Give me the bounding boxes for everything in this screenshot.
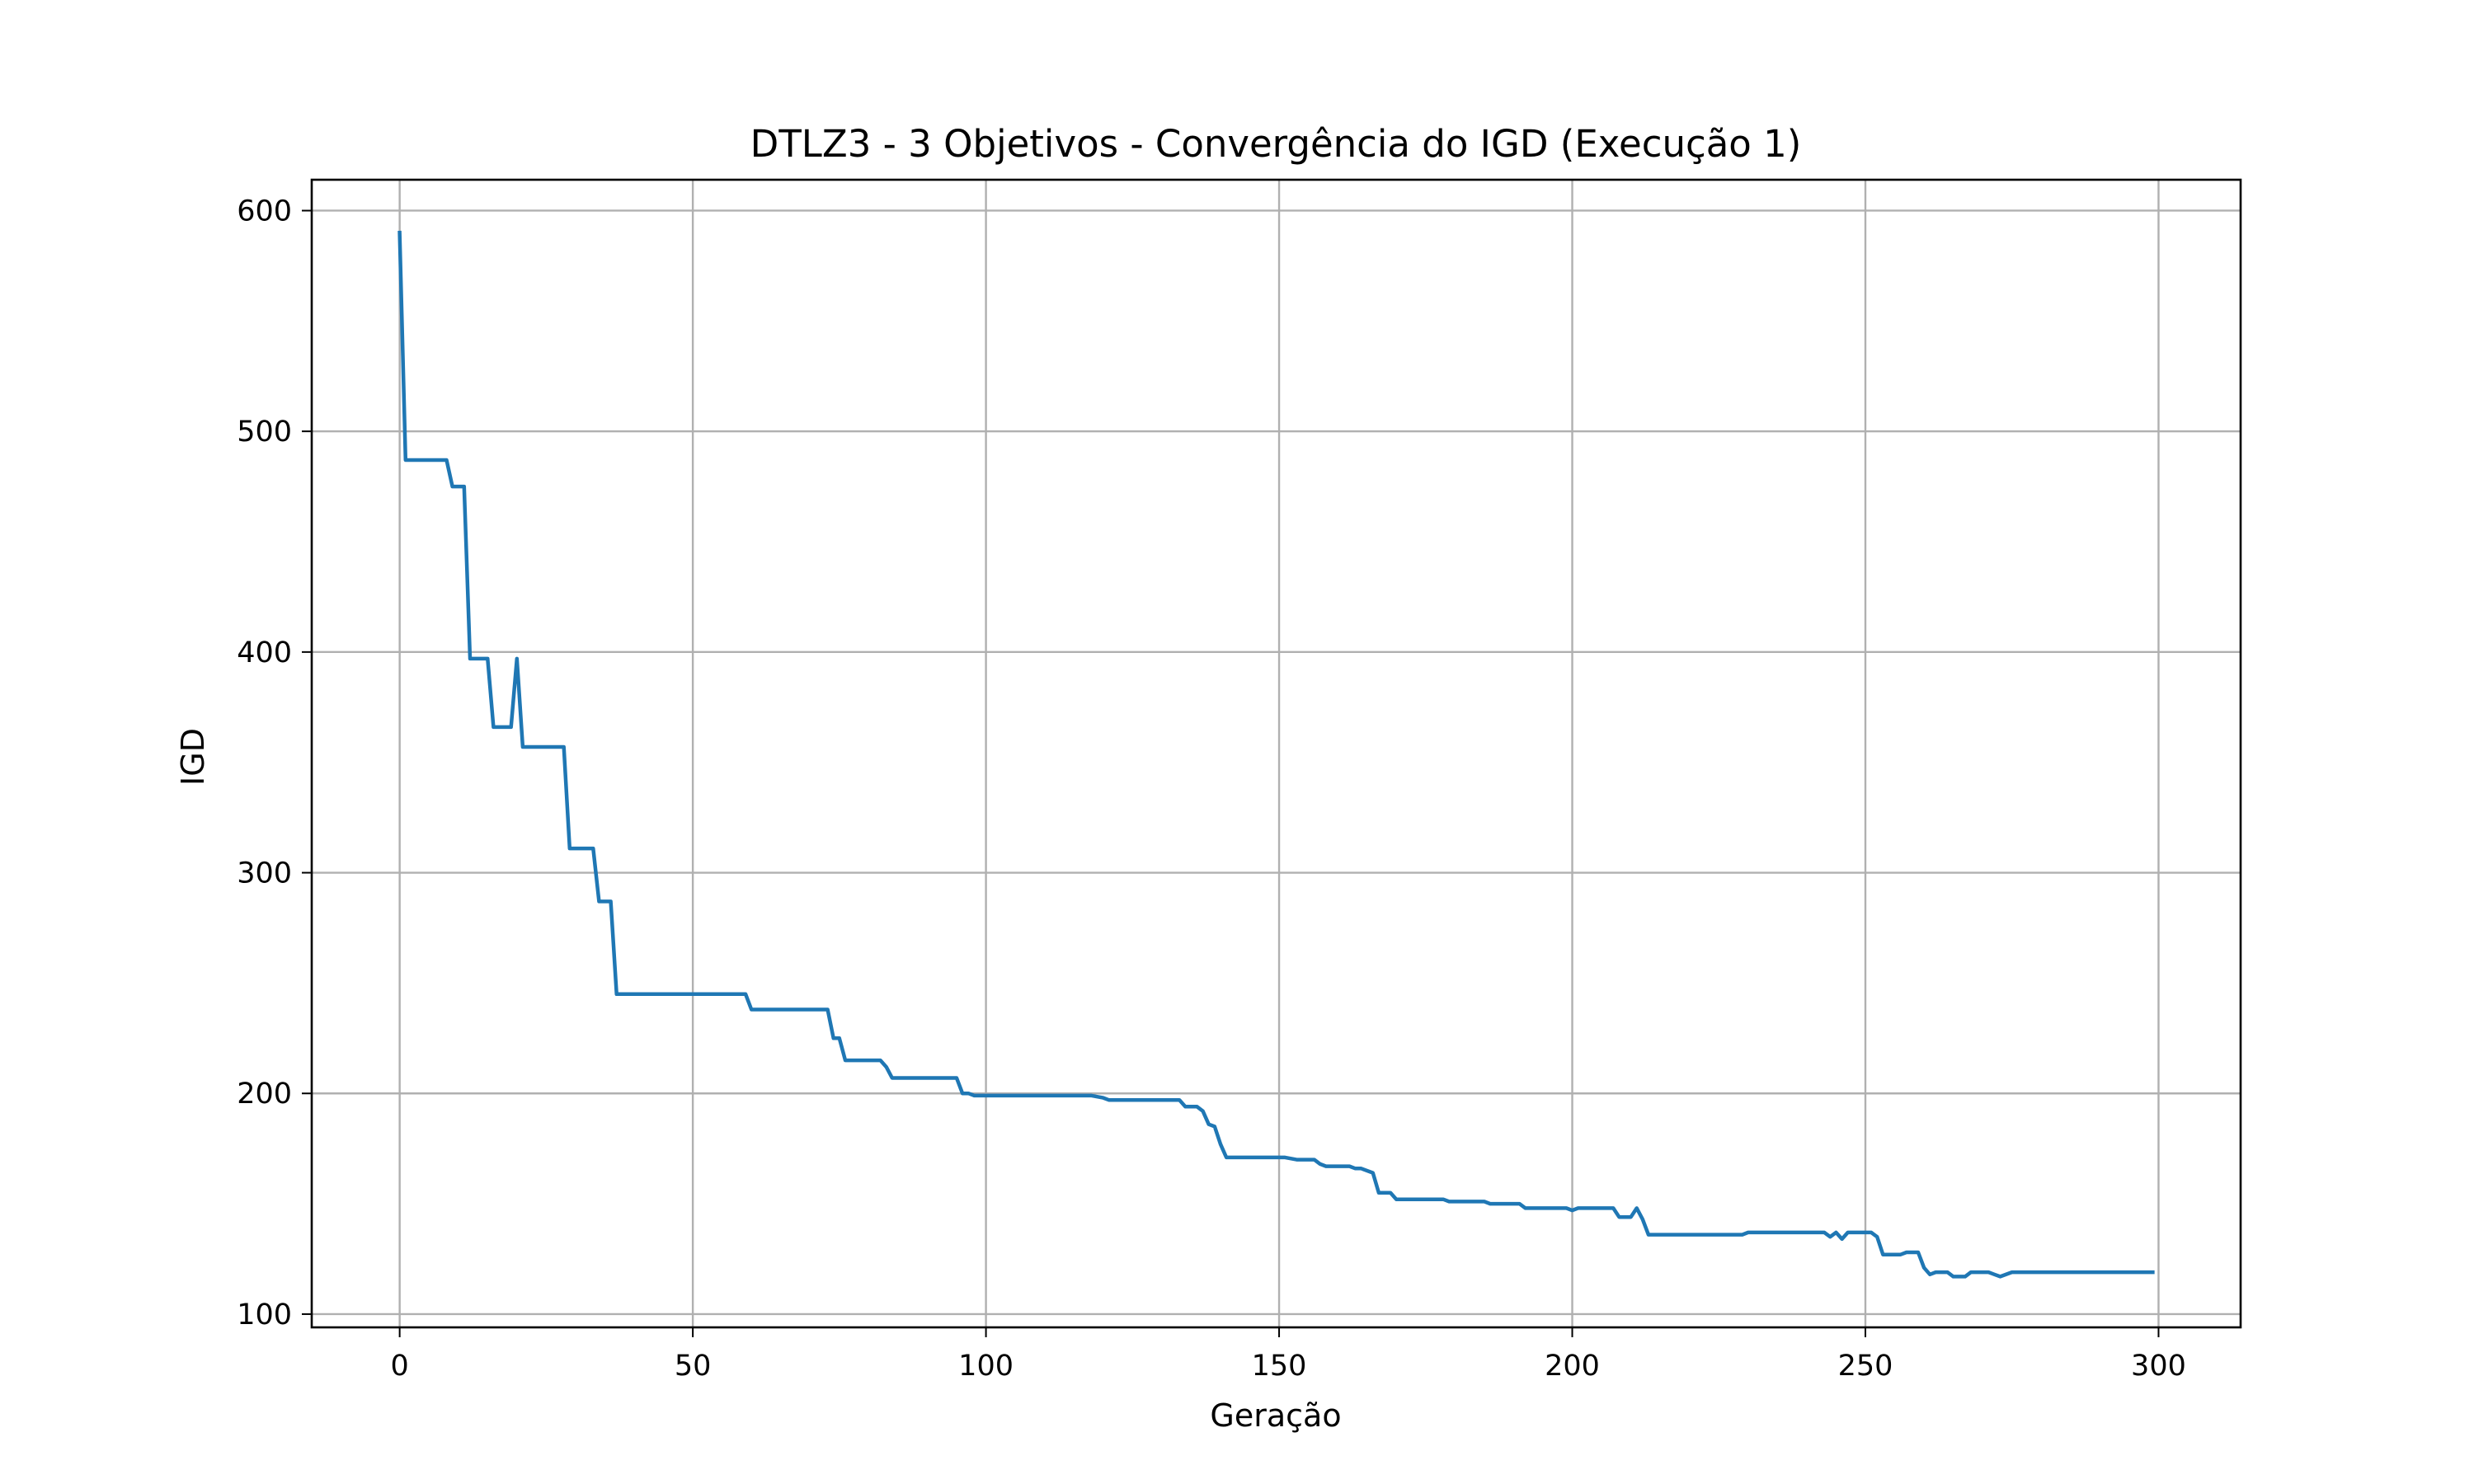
y-tick-label: 400 — [237, 636, 292, 669]
y-tick-label: 200 — [237, 1078, 292, 1111]
x-tick-label: 300 — [2131, 1350, 2186, 1383]
y-axis-label: IGD — [175, 728, 211, 786]
x-axis-ticks: 0 50 100 150 200 250 300 — [391, 1327, 2186, 1383]
x-axis-label: Geração — [1210, 1397, 1341, 1434]
x-tick-label: 100 — [958, 1350, 1014, 1383]
y-tick-label: 600 — [237, 195, 292, 228]
x-tick-label: 50 — [675, 1350, 712, 1383]
grid — [312, 180, 2241, 1327]
chart-title: DTLZ3 - 3 Objetivos - Convergência do IG… — [750, 122, 1802, 166]
y-tick-label: 500 — [237, 416, 292, 448]
x-tick-label: 200 — [1545, 1350, 1600, 1383]
x-tick-label: 0 — [391, 1350, 409, 1383]
series-line — [397, 230, 2155, 1279]
x-tick-label: 150 — [1252, 1350, 1307, 1383]
y-tick-label: 300 — [237, 857, 292, 890]
plot-frame — [310, 178, 2242, 1329]
y-tick-label: 100 — [237, 1298, 292, 1331]
x-tick-label: 250 — [1838, 1350, 1893, 1383]
y-axis-ticks: 100 200 300 400 500 600 — [237, 195, 312, 1331]
